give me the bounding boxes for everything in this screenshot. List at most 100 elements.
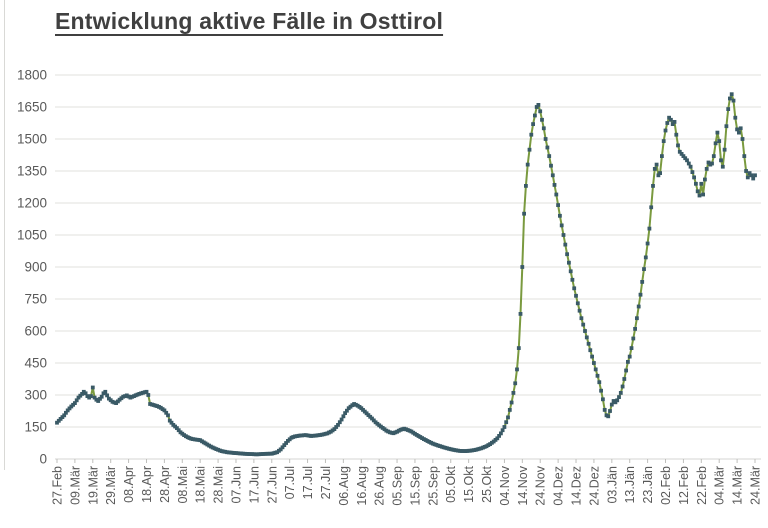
data-point-marker: [631, 336, 636, 341]
data-point-marker: [636, 304, 641, 309]
data-point-marker: [65, 408, 70, 413]
data-point-marker: [73, 401, 77, 405]
data-point-marker: [706, 160, 711, 165]
data-point-marker: [89, 394, 93, 398]
data-point-marker: [652, 167, 657, 171]
data-point-marker: [593, 367, 598, 372]
data-point-marker: [511, 391, 516, 395]
data-point-marker: [563, 242, 568, 247]
data-point-marker: [176, 428, 181, 433]
data-point-marker: [345, 408, 349, 413]
x-tick-label: 22.Feb: [695, 466, 709, 505]
data-point-marker: [715, 130, 720, 135]
x-tick-label: 03.Jän: [605, 466, 619, 504]
data-point-marker: [620, 384, 625, 389]
data-point-marker: [332, 427, 337, 431]
data-point-marker: [164, 410, 169, 415]
x-tick-label: 12.Feb: [677, 466, 691, 505]
data-point-marker: [699, 181, 704, 186]
data-point-marker: [753, 173, 757, 178]
x-axis-ticks: [56, 459, 756, 463]
data-point-marker: [692, 175, 696, 180]
x-tick-label: 28.Apr: [158, 466, 172, 503]
data-point-marker: [567, 260, 571, 265]
data-point-marker: [618, 391, 623, 395]
data-point-marker: [722, 147, 727, 152]
data-point-marker: [98, 396, 102, 401]
data-point-marker: [683, 156, 688, 161]
y-tick-label: 1350: [17, 164, 47, 179]
data-point-marker: [554, 192, 559, 197]
data-point-marker: [538, 109, 543, 114]
data-point-marker: [162, 408, 167, 413]
y-tick-label: 0: [39, 452, 47, 467]
data-point-marker: [575, 301, 580, 306]
data-point-marker: [688, 164, 693, 169]
data-point-marker: [76, 395, 81, 400]
y-tick-label: 300: [24, 388, 47, 403]
x-tick-label: 14.Mär: [731, 466, 745, 505]
data-point-marker: [740, 137, 745, 141]
data-point-marker: [640, 280, 645, 284]
x-tick-label: 07.Jul: [283, 466, 297, 499]
data-point-marker: [642, 267, 646, 271]
data-point-marker: [751, 176, 756, 181]
data-point-marker: [711, 154, 716, 158]
data-point-marker: [524, 184, 528, 188]
data-point-marker: [590, 354, 594, 359]
y-axis-labels: 0 150 300 450 600 750 900 1050 1200 1350 1500 1650 1…: [17, 68, 47, 467]
y-tick-label: 1050: [17, 228, 47, 243]
data-point-marker: [686, 161, 691, 166]
x-tick-label: 23.Jän: [641, 466, 655, 504]
y-tick-label: 750: [24, 292, 47, 307]
left-border-line: [4, 0, 5, 470]
x-tick-label: 27.Jul: [319, 466, 333, 499]
data-point-marker: [550, 173, 555, 178]
x-tick-label: 13.Jän: [623, 466, 637, 504]
data-point-marker: [669, 117, 673, 122]
data-point-marker: [606, 414, 611, 419]
data-point-marker: [552, 183, 557, 187]
data-point-marker: [728, 96, 732, 101]
data-point-marker: [169, 420, 174, 425]
data-point-marker: [504, 420, 509, 425]
data-point-marker: [495, 436, 500, 441]
data-point-marker: [667, 115, 671, 120]
x-tick-label: 04.Mär: [713, 466, 727, 505]
data-point-marker: [278, 447, 283, 452]
data-point-marker: [520, 265, 525, 269]
data-point-marker: [92, 395, 97, 400]
x-tick-label: 08.Mai: [176, 466, 190, 504]
data-point-marker: [541, 126, 546, 131]
x-tick-label: 09.Mär: [68, 466, 82, 505]
x-tick-label: 15.Sep: [408, 466, 422, 506]
x-tick-label: 29.Mär: [104, 466, 118, 505]
data-point-marker: [529, 132, 534, 137]
data-point-marker: [509, 400, 514, 405]
x-tick-label: 18.Mai: [194, 466, 208, 504]
x-tick-label: 15.Okt: [462, 465, 476, 502]
data-point-marker: [633, 327, 637, 331]
data-point-marker: [502, 425, 507, 429]
data-point-marker: [665, 121, 670, 125]
data-point-marker: [105, 393, 109, 398]
data-point-marker: [167, 418, 172, 423]
y-tick-label: 150: [24, 420, 47, 435]
data-point-marker: [499, 431, 503, 436]
data-point-marker: [549, 163, 553, 168]
data-point-marker: [626, 360, 630, 364]
data-point-marker: [601, 397, 605, 402]
data-point-marker: [726, 107, 731, 111]
data-point-marker: [90, 385, 95, 390]
data-point-marker: [629, 346, 634, 350]
data-point-marker: [717, 139, 722, 143]
x-tick-label: 19.Mär: [86, 466, 100, 505]
data-point-marker: [635, 316, 639, 321]
x-tick-label: 27.Feb: [51, 466, 65, 505]
data-point-marker: [282, 443, 287, 447]
data-point-marker: [608, 409, 612, 413]
series-markers: [55, 92, 757, 457]
data-point-marker: [651, 184, 655, 188]
data-point-marker: [334, 425, 339, 429]
